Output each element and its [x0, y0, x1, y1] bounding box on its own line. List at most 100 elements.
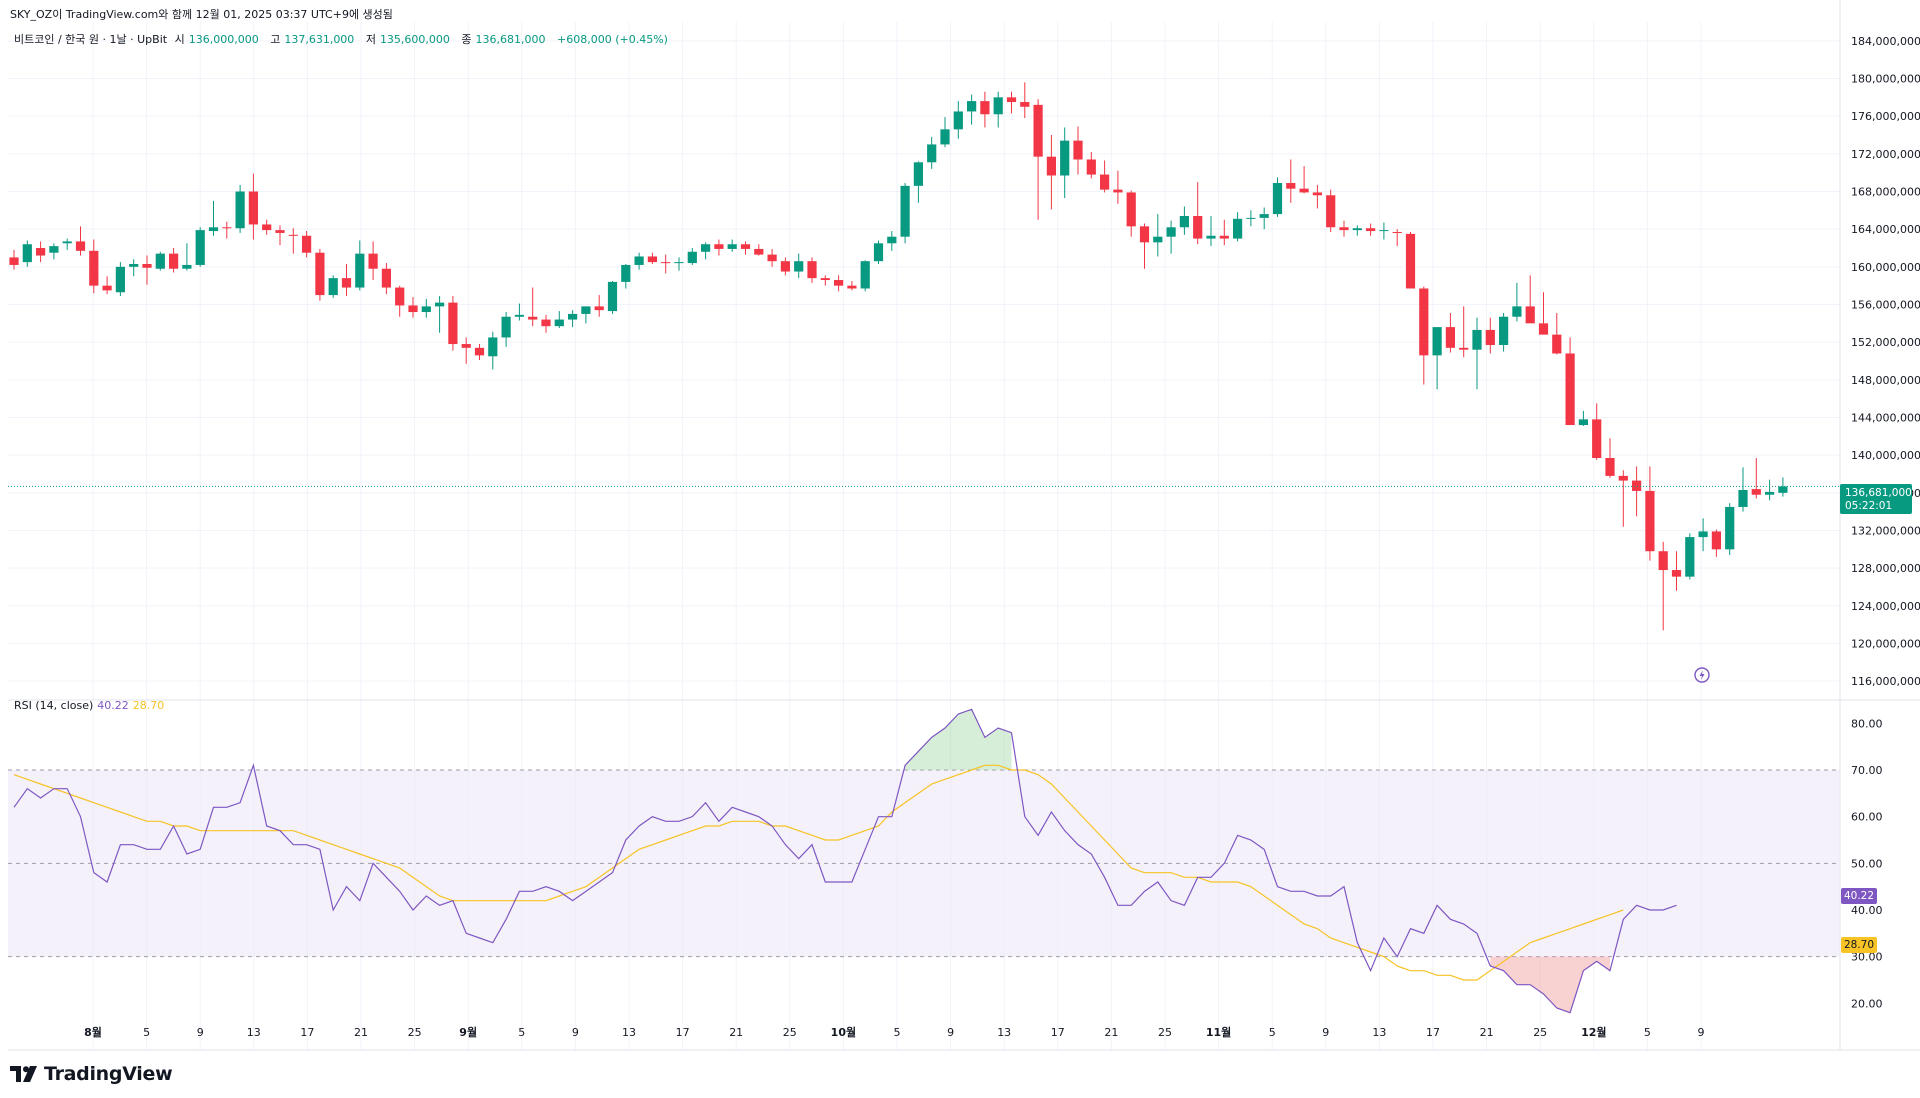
- time-tick-label: 13: [622, 1026, 636, 1039]
- rsi-tick-label: 50.00: [1851, 857, 1883, 870]
- time-tick-label: 12월: [1581, 1025, 1606, 1039]
- time-tick-label: 5: [894, 1026, 901, 1039]
- candle-body: [607, 281, 618, 312]
- candle-body: [1006, 97, 1017, 103]
- candle-body: [288, 234, 298, 236]
- candle-body: [1658, 551, 1668, 571]
- candle-body: [740, 244, 751, 249]
- symbol-title[interactable]: 비트코인 / 한국 원 · 1날 · UpBit: [14, 33, 168, 46]
- candle-body: [1193, 215, 1203, 239]
- candle-body: [1352, 228, 1362, 231]
- candle-body: [115, 266, 125, 293]
- time-tick-label: 9: [1698, 1026, 1705, 1039]
- time-tick-label: 21: [1480, 1026, 1494, 1039]
- candle-body: [1166, 227, 1176, 237]
- candle-body: [940, 129, 950, 145]
- time-tick-label: 25: [1533, 1026, 1547, 1039]
- time-tick-label: 8월: [84, 1025, 102, 1039]
- candle-body: [1206, 235, 1216, 239]
- price-tick-label: 144,000,000: [1851, 412, 1920, 425]
- candle-body: [594, 306, 604, 311]
- candle-body: [953, 111, 963, 130]
- low-label: 저: [365, 33, 376, 46]
- last-price-badge: 136,681,000 05:22:01: [1840, 484, 1912, 514]
- candle-body: [1459, 347, 1469, 350]
- candle-body: [435, 302, 445, 307]
- candle-body: [1552, 334, 1562, 354]
- rsi-value: 40.22: [97, 699, 129, 712]
- candle-body: [1219, 235, 1229, 239]
- candle-body: [661, 262, 671, 264]
- candle-body: [820, 278, 830, 281]
- candle-body: [807, 261, 817, 279]
- time-tick-label: 21: [729, 1026, 743, 1039]
- candle-body: [1499, 316, 1509, 345]
- time-tick-label: 17: [676, 1026, 690, 1039]
- open-label: 시: [174, 33, 185, 46]
- candle-body: [1126, 192, 1136, 227]
- time-tick-label: 9: [947, 1026, 954, 1039]
- candle-body: [129, 264, 139, 267]
- candle-body: [355, 253, 365, 288]
- candle-body: [1326, 195, 1336, 228]
- time-tick-label: 25: [408, 1026, 422, 1039]
- lightning-alert-icon[interactable]: [1694, 667, 1710, 683]
- time-tick-label: 9: [572, 1026, 579, 1039]
- candle-body: [1618, 475, 1628, 481]
- candle-body: [1272, 183, 1283, 215]
- candle-body: [528, 316, 538, 320]
- time-tick-label: 25: [783, 1026, 797, 1039]
- rsi-zone-fill: [905, 709, 1012, 770]
- rsi-ma-line: [13, 764, 1624, 981]
- candle-body: [1538, 323, 1549, 335]
- price-axis[interactable]: 116,000,000 120,000,000 124,000,000 128,000…: [1851, 35, 1920, 688]
- price-tick-label: 116,000,000: [1851, 675, 1920, 688]
- candle-body: [142, 264, 152, 268]
- rsi-lines: [13, 708, 1677, 1014]
- candle-body: [474, 347, 485, 356]
- candle-body: [967, 101, 977, 112]
- time-tick-label: 5: [143, 1026, 150, 1039]
- price-tick-label: 140,000,000: [1851, 449, 1920, 462]
- change-value: +608,000 (+0.45%): [557, 33, 668, 46]
- price-tick-label: 148,000,000: [1851, 374, 1920, 387]
- candle-body: [1366, 228, 1376, 232]
- candle-body: [36, 248, 46, 256]
- price-tick-label: 176,000,000: [1851, 110, 1920, 123]
- rsi-ma-badge: 28.70: [1841, 937, 1877, 953]
- candle-body: [674, 262, 684, 264]
- rsi-axis[interactable]: 20.00 30.00 40.00 50.00 60.00 70.00 80.00: [1851, 717, 1883, 1010]
- close-label: 종: [461, 33, 472, 46]
- rsi-tick-label: 70.00: [1851, 764, 1883, 777]
- time-tick-label: 17: [1426, 1026, 1440, 1039]
- candle-body: [647, 256, 657, 263]
- candle-body: [1392, 231, 1402, 233]
- candle-body: [1711, 531, 1721, 550]
- time-tick-label: 13: [997, 1026, 1011, 1039]
- brand-name: TradingView: [44, 1063, 173, 1085]
- time-axis[interactable]: 8월 5 9 13 17 21 25 9월 5 9 13 17 21 25 10월 5 9 13 17 21 25 11월…: [84, 1025, 1704, 1039]
- price-tick-label: 184,000,000: [1851, 35, 1920, 48]
- tradingview-logo-icon: [10, 1066, 37, 1082]
- candle-body: [1578, 419, 1588, 426]
- rsi-tick-label: 30.00: [1851, 951, 1883, 964]
- candle-body: [1685, 537, 1695, 577]
- brand-logo[interactable]: TradingView: [10, 1063, 173, 1085]
- time-tick-label: 11월: [1206, 1025, 1231, 1039]
- candle-body: [62, 241, 72, 244]
- candle-body: [1645, 490, 1655, 552]
- candle-body: [1725, 506, 1735, 550]
- rsi-legend[interactable]: RSI (14, close) 40.22 28.70: [14, 699, 164, 712]
- candle-body: [1605, 457, 1615, 476]
- price-tick-label: 132,000,000: [1851, 525, 1920, 538]
- candle-body: [102, 285, 112, 291]
- candle-body: [1565, 353, 1575, 426]
- candle-body: [1445, 327, 1455, 348]
- price-tick-label: 120,000,000: [1851, 638, 1920, 651]
- price-tick-label: 128,000,000: [1851, 562, 1920, 575]
- candle-body: [1299, 188, 1309, 193]
- bar-countdown: 05:22:01: [1845, 500, 1893, 512]
- candle-body: [341, 278, 352, 288]
- candle-body: [275, 230, 285, 233]
